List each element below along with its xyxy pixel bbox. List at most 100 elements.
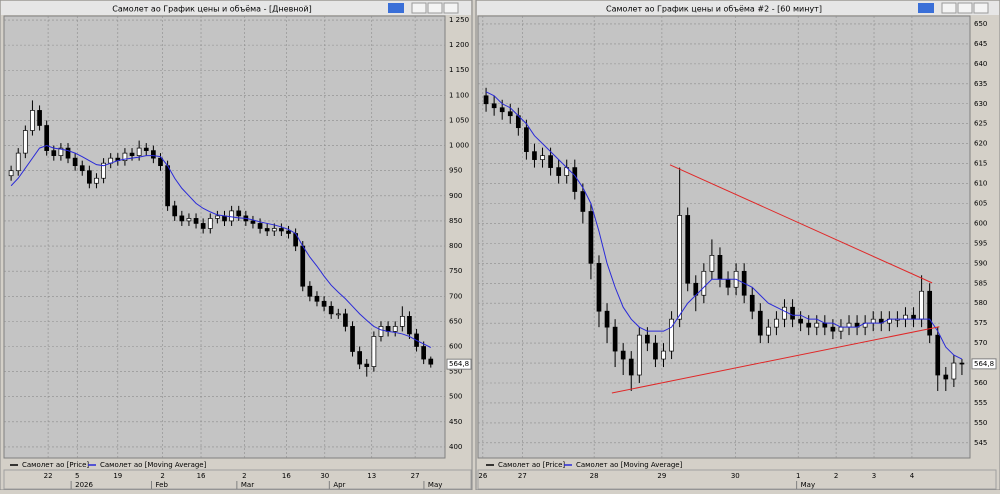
candle-body: [136, 147, 142, 156]
candle-body: [540, 155, 545, 160]
candle-body: [179, 215, 185, 222]
close-button[interactable]: [443, 2, 459, 14]
pin-button[interactable]: [388, 3, 404, 13]
candle-body: [350, 326, 355, 352]
candle-body: [229, 210, 234, 222]
candle-body: [286, 230, 291, 234]
x-tick-label: 22: [44, 472, 53, 480]
candle-body: [72, 157, 78, 167]
candle-body: [911, 314, 916, 320]
minimize-button[interactable]: [411, 2, 427, 14]
candle-body: [822, 322, 828, 328]
candle-body: [951, 362, 957, 380]
candle-body: [919, 290, 924, 320]
candle-body: [677, 215, 682, 320]
candle-body: [37, 110, 42, 126]
candle-body: [200, 223, 206, 229]
x-tick-label: 4: [910, 472, 915, 480]
y-tick-label: 600: [974, 219, 987, 227]
x-tick-label: 3: [872, 472, 876, 480]
y-tick-label: 1 200: [449, 41, 469, 49]
candle-body: [774, 318, 779, 328]
x-tick-label: 2: [834, 472, 838, 480]
candle-body: [943, 374, 949, 380]
x-tick-label: 16: [282, 472, 291, 480]
x2-tick-label: Feb: [156, 481, 169, 489]
candle-body: [30, 110, 35, 131]
candle-body: [79, 165, 85, 172]
y-tick-label: 1 250: [449, 16, 469, 24]
candle-body: [766, 326, 771, 336]
x2-tick-label: 2026: [75, 481, 93, 489]
candle-body: [222, 215, 227, 222]
minimize-button[interactable]: [941, 2, 957, 14]
candle-body: [790, 306, 795, 320]
y-tick-label: 605: [974, 199, 987, 207]
y-tick-label: 590: [974, 259, 987, 267]
candle-body: [959, 362, 965, 365]
y-tick-label: 595: [974, 239, 987, 247]
candle-body: [653, 342, 658, 360]
candle-body: [215, 215, 220, 219]
y-tick-label: 400: [449, 443, 462, 451]
candle-body: [830, 326, 836, 332]
candle-body: [709, 255, 715, 272]
title-bar: [1, 1, 471, 15]
y-tick-label: 575: [974, 319, 987, 327]
moving-average-line: [485, 91, 963, 360]
candle-body: [612, 326, 618, 352]
maximize-button[interactable]: [427, 2, 443, 14]
plot-area: [3, 15, 446, 459]
candle-body: [628, 358, 634, 376]
x-tick-label: 26: [478, 472, 487, 480]
x-axis-area: [477, 469, 997, 490]
candle-body: [65, 147, 71, 159]
y-tick-label: 555: [974, 399, 987, 407]
window-title: Самолет ао График цены и объёма - [Дневн…: [112, 5, 311, 14]
candle-body: [22, 130, 28, 154]
candle-body: [685, 215, 691, 284]
candle-body: [257, 223, 263, 229]
y-tick-label: 610: [974, 180, 987, 188]
x-tick-label: 5: [75, 472, 79, 480]
candle-body: [314, 295, 320, 302]
y-tick-label: 650: [449, 317, 462, 325]
x-tick-label: 2: [242, 472, 246, 480]
window-buttons[interactable]: [388, 2, 989, 14]
candle-body: [870, 318, 876, 324]
x-axis-area: [3, 469, 472, 490]
candle-body: [749, 294, 755, 312]
candle-body: [782, 306, 787, 320]
x-tick-label: 27: [518, 472, 527, 480]
y-tick-label: 450: [449, 418, 462, 426]
candle-body: [927, 290, 933, 336]
x-tick-label: 30: [320, 472, 329, 480]
candle-body: [935, 334, 941, 376]
candle-body: [604, 310, 610, 328]
candle-body: [378, 326, 384, 337]
candle-body: [87, 170, 92, 184]
candle-body: [806, 322, 812, 328]
maximize-button[interactable]: [957, 2, 973, 14]
candle-body: [524, 127, 529, 152]
candle-body: [250, 220, 256, 224]
close-button[interactable]: [973, 2, 989, 14]
candle-body: [588, 211, 594, 264]
window-title: Самолет ао График цены и объёма #2 - [60…: [606, 5, 822, 14]
trend-line: [611, 326, 940, 394]
y-tick-label: 570: [974, 339, 987, 347]
y-tick-label: 900: [449, 192, 462, 200]
legend-label: Самолет ао [Moving Average]: [576, 461, 683, 469]
candle-body: [596, 262, 602, 312]
y-tick-label: 1 150: [449, 66, 469, 74]
y-tick-label: 750: [449, 267, 462, 275]
x-tick-label: 27: [411, 472, 420, 480]
y-tick-label: 700: [449, 292, 462, 300]
candle-body: [636, 334, 642, 376]
candle-body: [51, 150, 57, 156]
candle-body: [300, 245, 306, 287]
trend-line: [669, 164, 933, 284]
y-tick-label: 550: [974, 419, 987, 427]
pin-button[interactable]: [918, 3, 934, 13]
